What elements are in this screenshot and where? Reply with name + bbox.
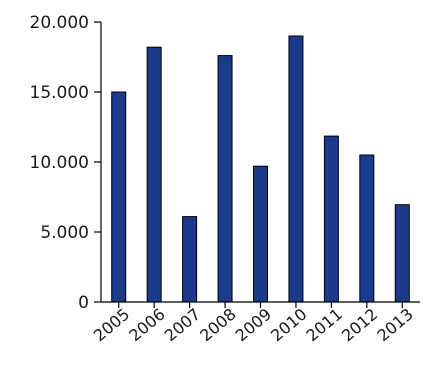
x-tick-label: 2007: [161, 305, 204, 346]
x-tick-label: 2011: [303, 305, 346, 346]
x-tick-label: 2010: [267, 305, 310, 346]
y-tick-label: 15.000: [30, 83, 89, 103]
bar-2011: [323, 135, 339, 303]
bar-2013: [394, 204, 410, 303]
x-tick-label: 2008: [196, 305, 239, 346]
bars: [111, 35, 410, 303]
x-tick-label: 2006: [125, 305, 168, 346]
bar-2007: [182, 216, 198, 303]
bar-2008: [217, 55, 233, 303]
bar-2012: [359, 154, 375, 303]
bar-2005: [111, 91, 127, 303]
x-tick-label: 2005: [90, 305, 133, 346]
x-tick-label: 2009: [232, 305, 275, 346]
y-axis: 0 5.000 10.000 15.000 20.000: [30, 13, 102, 313]
bar-2010: [288, 35, 304, 303]
x-tick-label: 2012: [338, 305, 381, 346]
x-tick-label: 2013: [373, 305, 416, 346]
y-tick-label: 20.000: [30, 13, 89, 33]
y-tick-label: 0: [78, 293, 89, 313]
bar-2006: [146, 46, 162, 303]
y-tick-label: 10.000: [30, 153, 89, 173]
bar-2009: [253, 165, 268, 303]
y-tick-label: 5.000: [40, 223, 89, 243]
